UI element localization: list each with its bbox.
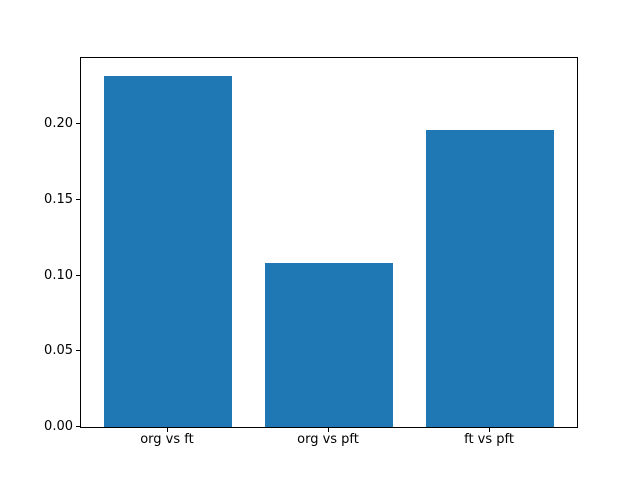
x-tick-mark	[166, 428, 168, 432]
y-tick-mark	[76, 350, 80, 352]
x-tick-mark	[328, 428, 329, 432]
y-tick-mark	[76, 198, 80, 200]
bar-org-vs-ft	[103, 75, 233, 427]
x-tick-mark	[489, 428, 491, 432]
y-tick-mark	[76, 274, 80, 276]
y-tick-label: 0.10	[44, 267, 73, 283]
y-tick-label: 0.00	[44, 419, 73, 434]
y-tick-mark	[76, 426, 80, 427]
y-tick-label: 0.05	[44, 343, 73, 359]
x-tick-label: org vs pft	[297, 432, 359, 447]
y-tick-label: 0.20	[44, 116, 73, 132]
y-tick-label: 0.15	[44, 191, 73, 207]
y-tick-mark	[76, 123, 80, 125]
x-tick-label: org vs ft	[140, 432, 194, 447]
x-tick-label: ft vs pft	[464, 432, 514, 447]
bar-ft-vs-pft	[425, 130, 555, 427]
plot-area	[80, 57, 578, 428]
bar-org-vs-pft	[264, 263, 394, 427]
